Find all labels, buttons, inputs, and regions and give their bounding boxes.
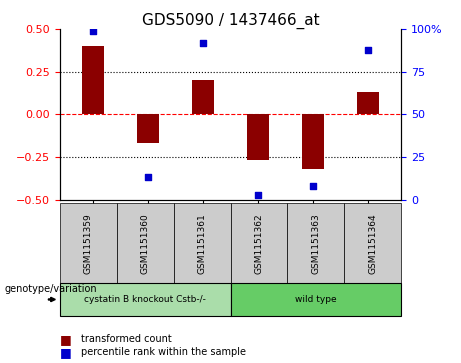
Text: ■: ■ [60, 333, 71, 346]
Bar [82, 46, 104, 114]
Text: GSM1151359: GSM1151359 [84, 213, 93, 274]
Point [199, 40, 207, 46]
Point [254, 192, 262, 197]
Point [144, 175, 152, 180]
Bar [357, 92, 379, 114]
Text: GSM1151362: GSM1151362 [254, 213, 263, 274]
Text: genotype/variation: genotype/variation [5, 284, 97, 294]
Text: transformed count: transformed count [81, 334, 171, 344]
Text: GSM1151360: GSM1151360 [141, 213, 150, 274]
Point [364, 46, 372, 52]
Text: GSM1151361: GSM1151361 [198, 213, 207, 274]
Point [89, 28, 97, 34]
Text: GDS5090 / 1437466_at: GDS5090 / 1437466_at [142, 13, 319, 29]
Bar [302, 114, 324, 169]
Bar [192, 80, 214, 114]
Text: cystatin B knockout Cstb-/-: cystatin B knockout Cstb-/- [84, 295, 206, 304]
Text: GSM1151364: GSM1151364 [368, 213, 377, 274]
Text: percentile rank within the sample: percentile rank within the sample [81, 347, 246, 357]
Bar [247, 114, 269, 160]
Text: ■: ■ [60, 346, 71, 359]
Text: GSM1151363: GSM1151363 [311, 213, 320, 274]
Point [309, 183, 317, 189]
Bar [137, 114, 159, 143]
Text: wild type: wild type [295, 295, 337, 304]
